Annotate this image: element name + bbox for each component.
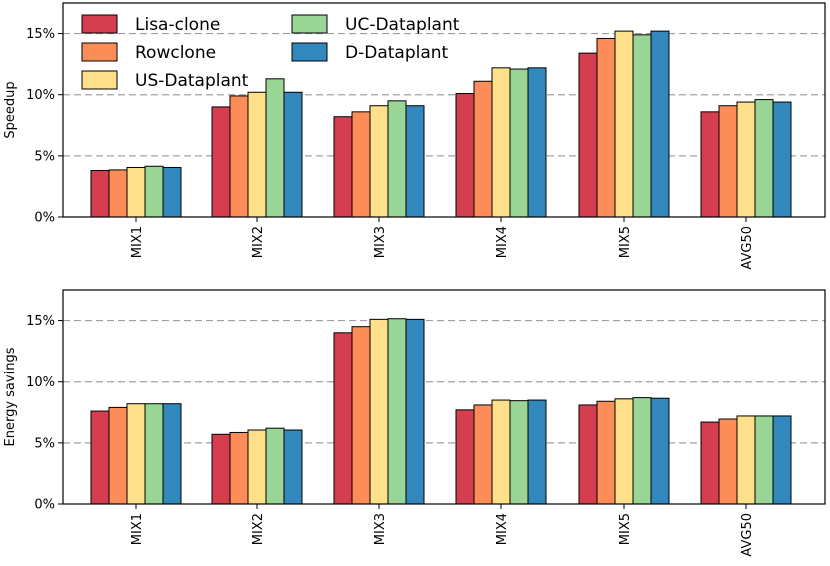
legend-label-rowclone: Rowclone xyxy=(135,43,216,63)
legend-label-uc-dataplant: UC-Dataplant xyxy=(345,15,460,35)
energy-bar-mix4-uc-dataplant xyxy=(509,400,529,505)
legend-swatch-uc-dataplant xyxy=(291,14,328,34)
energy-axes-frame xyxy=(62,289,826,505)
speedup-ytick-label: 5% xyxy=(34,149,55,164)
energy-xtick-label: MIX1 xyxy=(130,513,145,545)
energy-bar-avg50-lisa-clone xyxy=(700,421,720,505)
speedup-bar-avg50-rowclone xyxy=(718,105,738,218)
speedup-bar-mix3-uc-dataplant xyxy=(387,100,407,218)
energy-bar-mix3-uc-dataplant xyxy=(387,318,407,505)
speedup-bar-avg50-us-dataplant xyxy=(736,101,756,218)
legend-swatch-rowclone xyxy=(81,42,118,62)
speedup-bar-mix2-rowclone xyxy=(229,95,249,218)
energy-bar-avg50-uc-dataplant xyxy=(754,415,774,505)
legend-swatch-lisa-clone xyxy=(81,14,118,34)
energy-bar-mix2-lisa-clone xyxy=(211,433,231,505)
energy-bar-mix1-lisa-clone xyxy=(90,410,110,505)
speedup-bar-mix4-uc-dataplant xyxy=(509,68,529,218)
speedup-bar-mix5-uc-dataplant xyxy=(632,34,652,218)
speedup-bar-mix1-uc-dataplant xyxy=(144,165,164,218)
speedup-xtick-label: AVG50 xyxy=(740,226,755,270)
legend-label-lisa-clone: Lisa-clone xyxy=(135,15,220,35)
speedup-xtick-label: MIX3 xyxy=(373,226,388,258)
speedup-bar-mix4-lisa-clone xyxy=(455,92,475,218)
speedup-ylabel: Speedup xyxy=(3,81,18,138)
speedup-bar-mix5-d-dataplant xyxy=(650,30,670,218)
speedup-bar-mix1-lisa-clone xyxy=(90,170,110,218)
speedup-bar-mix1-us-dataplant xyxy=(126,166,146,218)
energy-bar-mix4-lisa-clone xyxy=(455,409,475,505)
speedup-bar-mix5-us-dataplant xyxy=(614,30,634,218)
speedup-ytick-label: 15% xyxy=(26,27,55,42)
speedup-bar-avg50-lisa-clone xyxy=(700,111,720,218)
speedup-xtick-label: MIX5 xyxy=(618,226,633,258)
energy-bar-mix5-lisa-clone xyxy=(578,404,598,505)
energy-ytick-label: 10% xyxy=(26,375,55,390)
speedup-bar-mix2-d-dataplant xyxy=(283,91,303,218)
legend-label-d-dataplant: D-Dataplant xyxy=(345,43,449,63)
energy-ylabel: Energy savings xyxy=(3,347,18,446)
energy-bar-mix1-uc-dataplant xyxy=(144,403,164,505)
energy-xtick-label: MIX2 xyxy=(251,513,266,545)
energy-bar-mix4-us-dataplant xyxy=(491,399,511,505)
legend: Lisa-clone Rowclone US-Dataplant UC-Datapla… xyxy=(81,14,460,91)
speedup-axes-frame xyxy=(62,2,826,218)
energy-bar-mix1-us-dataplant xyxy=(126,403,146,505)
speedup-bar-mix3-d-dataplant xyxy=(405,105,425,218)
energy-ytick-label: 5% xyxy=(34,436,55,451)
energy-bar-mix2-d-dataplant xyxy=(283,429,303,505)
energy-bar-mix4-d-dataplant xyxy=(527,399,547,505)
speedup-bar-mix2-us-dataplant xyxy=(247,91,267,218)
energy-bar-mix3-rowclone xyxy=(351,326,371,505)
energy-bar-avg50-rowclone xyxy=(718,418,738,505)
energy-bar-mix5-rowclone xyxy=(596,400,616,505)
legend-swatch-d-dataplant xyxy=(291,42,328,62)
speedup-bar-mix5-lisa-clone xyxy=(578,52,598,218)
speedup-bar-mix3-lisa-clone xyxy=(333,116,353,218)
speedup-bar-mix2-uc-dataplant xyxy=(265,78,285,218)
energy-bar-mix5-uc-dataplant xyxy=(632,397,652,505)
speedup-bar-mix1-rowclone xyxy=(108,169,128,218)
energy-xtick-label: MIX4 xyxy=(495,513,510,545)
speedup-ytick-label: 10% xyxy=(26,88,55,103)
speedup-bar-mix5-rowclone xyxy=(596,37,616,218)
energy-bar-mix5-d-dataplant xyxy=(650,397,670,505)
energy-bar-mix3-us-dataplant xyxy=(369,318,389,505)
speedup-ytick-label: 0% xyxy=(34,211,55,226)
energy-bar-avg50-d-dataplant xyxy=(772,415,792,505)
energy-xtick-label: MIX3 xyxy=(373,513,388,545)
energy-bar-avg50-us-dataplant xyxy=(736,415,756,505)
speedup-chart: 0% 5% 10% 15% MIX1 MIX2 MIX3 MIX4 MIX5 AVG50 Speed… xyxy=(3,2,826,270)
speedup-bar-mix4-d-dataplant xyxy=(527,67,547,218)
energy-xtick-label: AVG50 xyxy=(740,513,755,557)
energy-xtick-label: MIX5 xyxy=(618,513,633,545)
speedup-bar-avg50-d-dataplant xyxy=(772,101,792,218)
speedup-bar-mix3-us-dataplant xyxy=(369,105,389,218)
energy-ytick-label: 0% xyxy=(34,498,55,513)
speedup-xtick-label: MIX2 xyxy=(251,226,266,258)
speedup-bar-mix4-us-dataplant xyxy=(491,67,511,218)
energy-bar-mix1-d-dataplant xyxy=(162,403,182,505)
energy-ytick-label: 15% xyxy=(26,314,55,329)
speedup-xtick-label: MIX4 xyxy=(495,226,510,258)
energy-bar-mix1-rowclone xyxy=(108,406,128,505)
legend-swatch-us-dataplant xyxy=(81,70,118,90)
energy-bar-mix2-us-dataplant xyxy=(247,429,267,505)
energy-bar-mix2-uc-dataplant xyxy=(265,427,285,505)
energy-bar-mix2-rowclone xyxy=(229,431,249,505)
speedup-bar-mix3-rowclone xyxy=(351,111,371,218)
energy-savings-chart: 0% 5% 10% 15% MIX1 MIX2 MIX3 MIX4 MIX5 AVG50 Energ… xyxy=(3,289,826,557)
legend-label-us-dataplant: US-Dataplant xyxy=(135,71,249,91)
energy-bar-mix3-d-dataplant xyxy=(405,318,425,505)
speedup-bar-avg50-uc-dataplant xyxy=(754,99,774,218)
energy-bar-mix4-rowclone xyxy=(473,404,493,505)
speedup-bar-mix4-rowclone xyxy=(473,80,493,218)
speedup-bar-mix2-lisa-clone xyxy=(211,106,231,218)
energy-bar-mix5-us-dataplant xyxy=(614,398,634,505)
speedup-xtick-label: MIX1 xyxy=(130,226,145,258)
speedup-bar-mix1-d-dataplant xyxy=(162,166,182,218)
energy-bar-mix3-lisa-clone xyxy=(333,332,353,505)
